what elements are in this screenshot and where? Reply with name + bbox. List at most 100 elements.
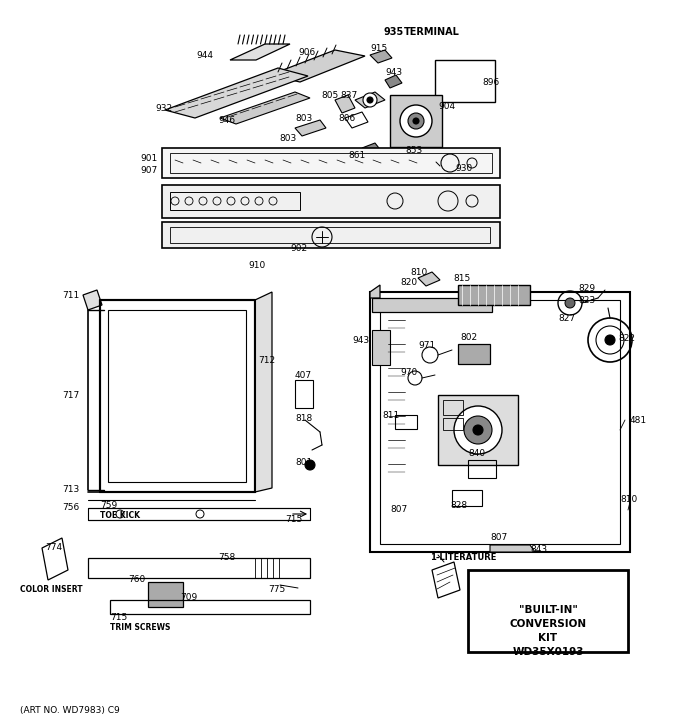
- Text: 760: 760: [128, 576, 146, 584]
- Polygon shape: [230, 44, 290, 60]
- Text: 907: 907: [140, 165, 157, 175]
- Bar: [372, 298, 492, 312]
- Text: WD35X0193: WD35X0193: [512, 647, 583, 657]
- Text: 902: 902: [290, 244, 307, 252]
- Text: 946: 946: [218, 115, 235, 125]
- Text: 823: 823: [578, 296, 595, 304]
- Text: 801: 801: [295, 457, 312, 466]
- Polygon shape: [220, 92, 310, 124]
- Circle shape: [565, 298, 575, 308]
- Text: 828: 828: [450, 500, 467, 510]
- Circle shape: [363, 93, 377, 107]
- Text: 803: 803: [279, 133, 297, 143]
- Text: 709: 709: [180, 594, 197, 602]
- Text: 944: 944: [196, 51, 213, 59]
- Bar: [170, 227, 490, 243]
- Polygon shape: [165, 68, 308, 118]
- Text: 943: 943: [352, 336, 369, 344]
- Circle shape: [605, 335, 615, 345]
- Text: 853: 853: [405, 146, 422, 154]
- Text: 715: 715: [285, 515, 302, 524]
- Polygon shape: [370, 285, 380, 298]
- Text: 759: 759: [100, 500, 117, 510]
- Text: 712: 712: [258, 355, 275, 365]
- Polygon shape: [385, 75, 402, 88]
- Text: 807: 807: [390, 505, 407, 515]
- Text: 807: 807: [490, 532, 507, 542]
- Text: 810: 810: [620, 495, 637, 505]
- Text: TERMINAL: TERMINAL: [404, 27, 460, 37]
- Text: TRIM SCREWS: TRIM SCREWS: [110, 624, 171, 632]
- Text: 806: 806: [338, 114, 355, 123]
- Text: 971: 971: [418, 341, 435, 349]
- Text: 901: 901: [140, 154, 157, 162]
- Bar: [438, 395, 518, 465]
- Polygon shape: [490, 545, 535, 552]
- Bar: [443, 400, 463, 415]
- Polygon shape: [362, 143, 382, 157]
- Text: 758: 758: [218, 553, 235, 563]
- Bar: [88, 558, 310, 578]
- Bar: [380, 300, 620, 544]
- Bar: [443, 418, 463, 430]
- Polygon shape: [370, 50, 392, 63]
- Text: 481: 481: [630, 415, 647, 425]
- Bar: [88, 508, 310, 520]
- Circle shape: [305, 460, 315, 470]
- Circle shape: [473, 425, 483, 435]
- Bar: [390, 95, 442, 147]
- Text: 811: 811: [382, 410, 399, 420]
- Text: 822: 822: [618, 334, 635, 342]
- Text: 810: 810: [410, 268, 427, 276]
- Text: 802: 802: [460, 333, 477, 341]
- Text: 837: 837: [340, 91, 357, 99]
- Text: KIT: KIT: [539, 633, 558, 643]
- Text: 803: 803: [295, 114, 312, 123]
- Polygon shape: [295, 120, 326, 136]
- Text: 915: 915: [370, 44, 387, 52]
- Text: 970: 970: [400, 368, 418, 376]
- Text: CONVERSION: CONVERSION: [509, 619, 587, 629]
- Text: 904: 904: [438, 102, 455, 110]
- Text: 818: 818: [295, 413, 312, 423]
- Text: (ART NO. WD7983) C9: (ART NO. WD7983) C9: [20, 705, 120, 715]
- Bar: [458, 285, 530, 305]
- Text: 1-LITERATURE: 1-LITERATURE: [430, 553, 496, 563]
- Polygon shape: [162, 222, 500, 248]
- Bar: [458, 344, 490, 364]
- Text: 910: 910: [248, 260, 265, 270]
- Text: 935: 935: [383, 27, 403, 37]
- Bar: [148, 582, 183, 607]
- Bar: [370, 292, 630, 552]
- Polygon shape: [335, 95, 355, 113]
- Text: 775: 775: [268, 586, 285, 594]
- Bar: [435, 60, 495, 102]
- Circle shape: [464, 416, 492, 444]
- Text: 896: 896: [482, 78, 499, 86]
- Text: COLOR INSERT: COLOR INSERT: [20, 586, 83, 594]
- Circle shape: [408, 113, 424, 129]
- Bar: [170, 192, 300, 210]
- Text: 805: 805: [321, 91, 338, 99]
- Bar: [395, 415, 417, 429]
- Circle shape: [413, 118, 419, 124]
- Bar: [108, 310, 246, 482]
- Polygon shape: [418, 272, 440, 286]
- Text: 861: 861: [348, 151, 365, 160]
- Text: 713: 713: [62, 486, 80, 494]
- Text: 715: 715: [110, 613, 127, 623]
- Text: 840: 840: [468, 449, 485, 457]
- Text: 932: 932: [155, 104, 172, 112]
- Bar: [170, 153, 492, 173]
- Polygon shape: [355, 92, 385, 108]
- Circle shape: [454, 406, 502, 454]
- Circle shape: [445, 167, 451, 173]
- Bar: [468, 570, 628, 652]
- Text: 756: 756: [62, 503, 80, 513]
- Bar: [372, 330, 390, 365]
- Polygon shape: [83, 290, 102, 310]
- Text: 815: 815: [453, 273, 471, 283]
- Bar: [110, 600, 310, 614]
- Text: 943: 943: [385, 67, 402, 77]
- Circle shape: [367, 97, 373, 103]
